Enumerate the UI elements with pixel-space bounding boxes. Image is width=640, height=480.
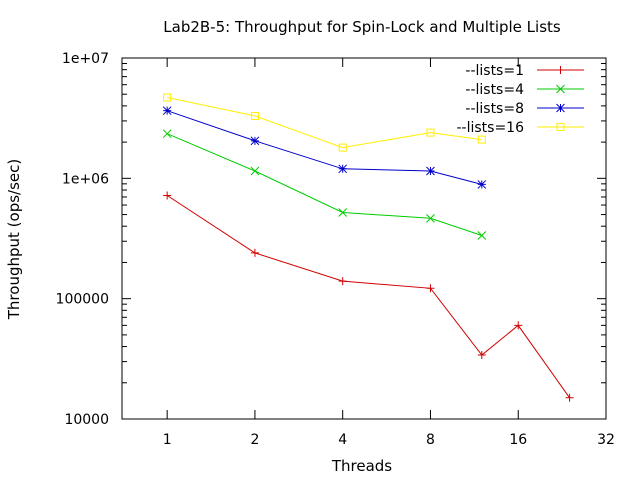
legend-label: --lists=1 — [465, 63, 524, 79]
legend-swatch-marker — [556, 84, 565, 94]
axis-ticks: 1 2 4 8 16 32 10000 100000 1e+06 1e+07 — [56, 51, 615, 448]
data-point — [426, 128, 435, 137]
legend: --lists=1 --lists=4 --lists=8 --lists=16 — [456, 63, 584, 136]
series-line — [167, 97, 482, 149]
series-line — [166, 195, 571, 399]
legend-label: --lists=8 — [465, 101, 524, 117]
legend-label: --lists=4 — [465, 82, 524, 98]
x-tick-label: 16 — [509, 432, 527, 448]
x-tick-label: 32 — [597, 432, 615, 448]
data-point — [163, 191, 172, 200]
series-2 — [162, 129, 487, 240]
data-point — [426, 213, 435, 223]
x-tick-label: 8 — [426, 432, 435, 448]
legend-swatch-marker — [556, 66, 565, 74]
data-point — [250, 248, 259, 257]
x-tick-label: 1 — [163, 432, 172, 448]
legend-label: --lists=16 — [456, 120, 524, 136]
data-point — [477, 180, 487, 189]
series-line — [167, 110, 482, 185]
data-point — [162, 106, 172, 116]
data-point — [338, 143, 347, 152]
series-layer — [162, 93, 574, 402]
y-tick-label: 1e+07 — [62, 51, 109, 67]
chart-title: Lab2B-5: Throughput for Spin-Lock and Mu… — [163, 18, 561, 36]
series-1 — [163, 191, 574, 402]
y-axis-label: Throughput (ops/sec) — [5, 159, 23, 320]
data-point — [477, 351, 486, 360]
series-line — [167, 133, 482, 236]
data-point — [250, 111, 259, 120]
data-point — [162, 129, 172, 139]
series-4 — [163, 93, 486, 152]
x-axis-label: Threads — [331, 457, 392, 475]
data-point — [477, 135, 486, 144]
data-point — [250, 166, 260, 176]
legend-swatch-marker — [556, 123, 565, 131]
series-3 — [162, 106, 487, 189]
data-point — [426, 284, 435, 293]
x-tick-label: 2 — [250, 432, 259, 448]
data-point — [426, 166, 435, 176]
x-tick-label: 4 — [338, 432, 347, 448]
plot-frame — [121, 57, 607, 420]
y-tick-label: 1e+06 — [62, 171, 109, 187]
data-point — [338, 208, 348, 217]
data-point — [477, 231, 487, 240]
data-point — [163, 93, 172, 102]
y-tick-label: 100000 — [56, 292, 109, 308]
data-point — [338, 277, 347, 286]
data-point — [514, 321, 523, 330]
data-point — [250, 136, 260, 146]
data-point — [338, 164, 348, 174]
data-point — [565, 393, 574, 402]
legend-swatch-marker — [556, 103, 565, 113]
y-tick-label: 10000 — [64, 412, 109, 428]
